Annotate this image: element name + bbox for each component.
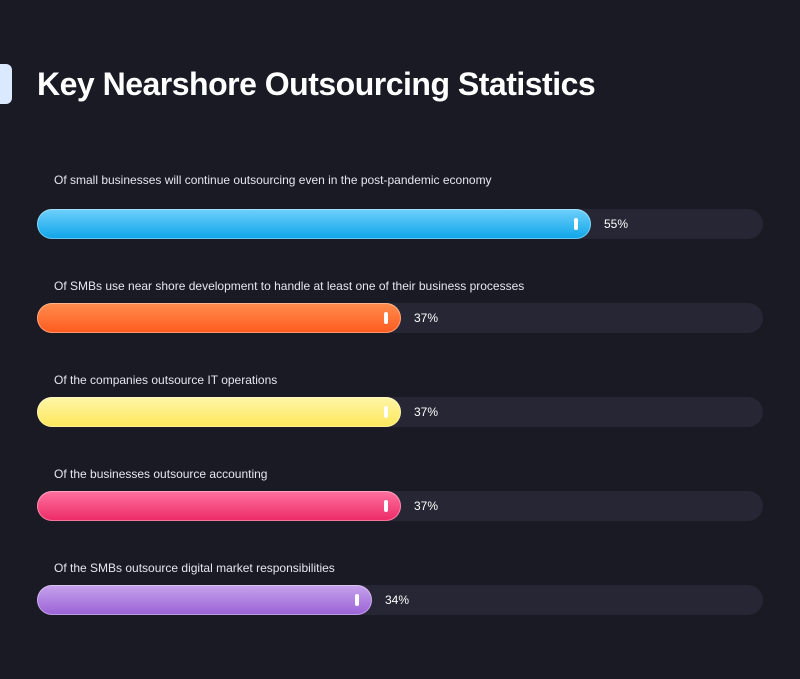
bar-fill — [37, 303, 401, 333]
bar-value-label: 37% — [414, 499, 439, 513]
bar-category-label: Of the companies outsource IT operations — [54, 373, 278, 387]
bar-fill — [37, 397, 401, 427]
bar-handle-icon — [574, 218, 578, 230]
bar-track: 37% — [37, 397, 763, 427]
bar-row: Of SMBs use near shore development to ha… — [0, 279, 800, 349]
bar-handle-icon — [384, 406, 388, 418]
bar-category-label: Of small businesses will continue outsou… — [54, 173, 492, 187]
bar-row: Of the companies outsource IT operations… — [0, 373, 800, 443]
bar-value-label: 37% — [414, 311, 439, 325]
bar-handle-icon — [384, 312, 388, 324]
bar-fill — [37, 585, 372, 615]
bar-track: 37% — [37, 303, 763, 333]
bar-row: Of small businesses will continue outsou… — [0, 173, 800, 243]
bar-value-label: 55% — [604, 217, 629, 231]
bar-track: 37% — [37, 491, 763, 521]
bar-category-label: Of SMBs use near shore development to ha… — [54, 279, 525, 293]
bar-category-label: Of the businesses outsource accounting — [54, 467, 268, 481]
bar-row: Of the businesses outsource accounting 37… — [0, 467, 800, 537]
bar-row: Of the SMBs outsource digital market res… — [0, 561, 800, 631]
bar-fill — [37, 491, 401, 521]
bar-category-label: Of the SMBs outsource digital market res… — [54, 561, 335, 575]
bar-value-label: 34% — [385, 593, 410, 607]
page-title: Key Nearshore Outsourcing Statistics — [37, 66, 596, 102]
bar-track: 55% — [37, 209, 763, 239]
bar-handle-icon — [355, 594, 359, 606]
bar-handle-icon — [384, 500, 388, 512]
bar-value-label: 37% — [414, 405, 439, 419]
title-accent-marker — [0, 64, 12, 104]
bar-track: 34% — [37, 585, 763, 615]
bar-fill — [37, 209, 591, 239]
